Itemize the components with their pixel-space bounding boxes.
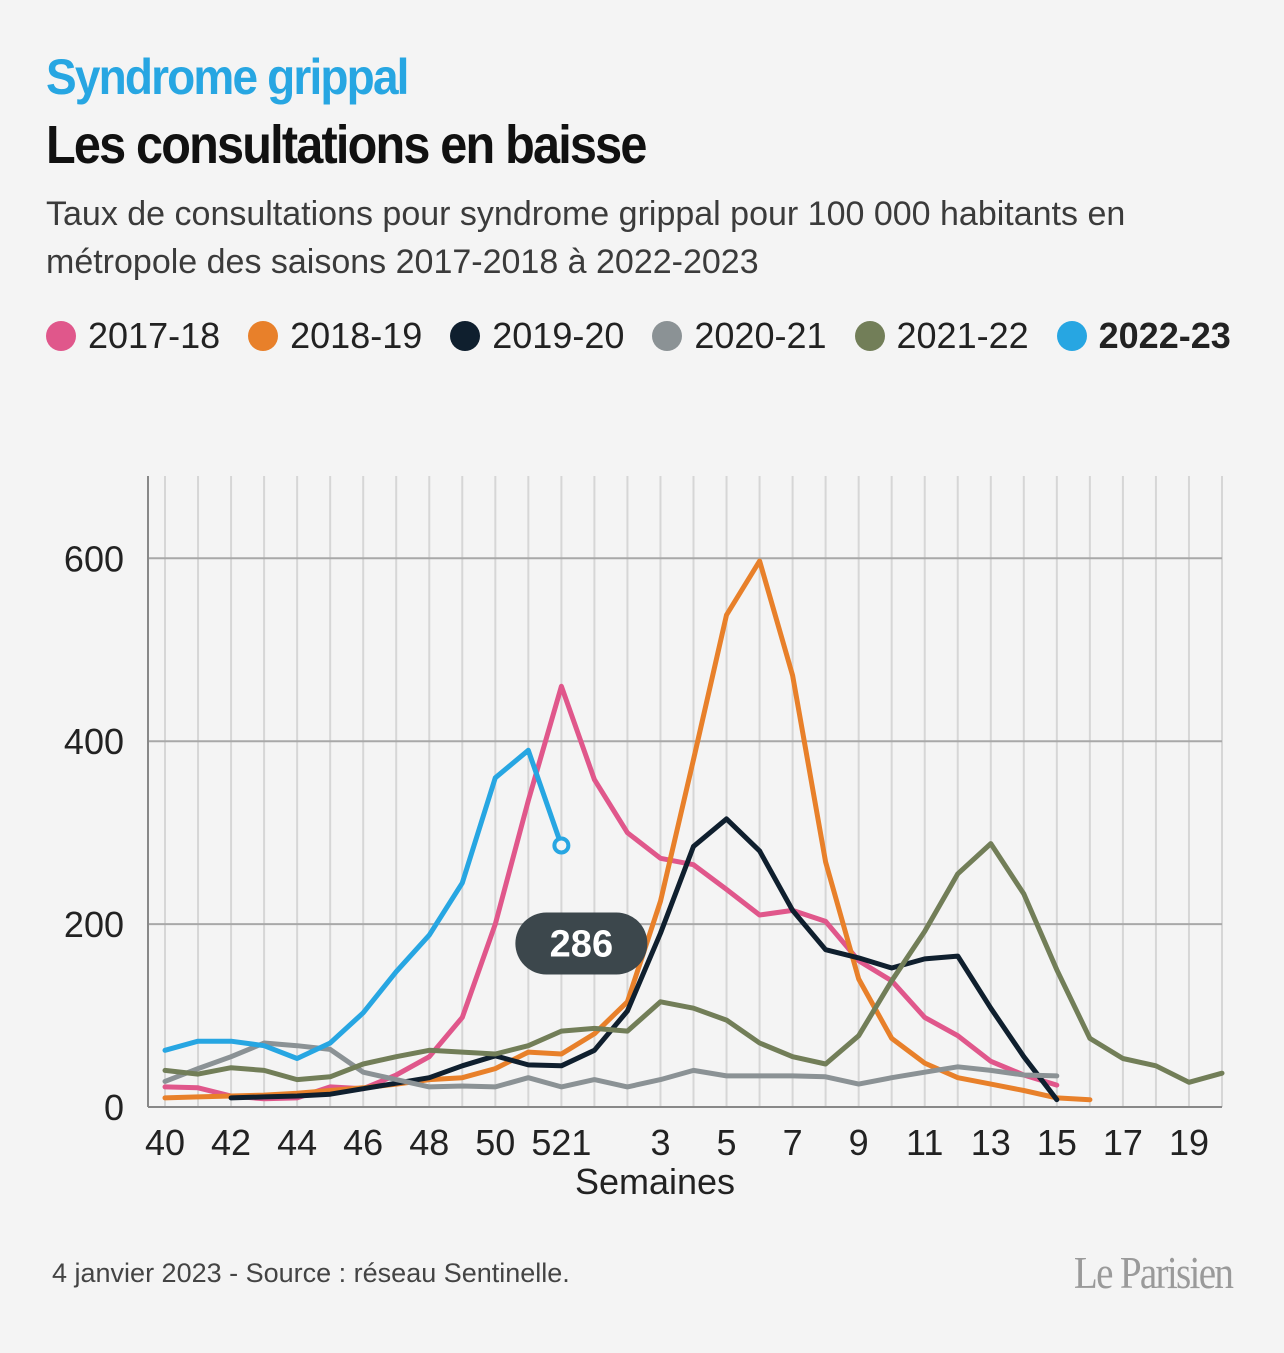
legend-item-2020-21: 2020-21	[652, 315, 827, 357]
x-tick-label: 3	[650, 1122, 670, 1163]
legend-swatch-2017-18	[46, 321, 76, 351]
x-tick-label: 521	[531, 1122, 591, 1163]
last-point-marker	[552, 836, 571, 855]
legend-swatch-2020-21	[652, 321, 683, 351]
legend-label-2020-21: 2020-21	[694, 315, 827, 356]
x-tick-label: 50	[475, 1122, 515, 1163]
legend-item-2017-18: 2017-18	[46, 315, 220, 357]
x-tick-label: 13	[971, 1122, 1011, 1163]
x-tick-label: 46	[343, 1122, 383, 1163]
legend-swatch-2018-19	[248, 321, 279, 351]
chart-title: Les consultations en baisse	[46, 115, 647, 175]
x-tick-label: 7	[783, 1122, 803, 1163]
legend-item-2022-23: 2022-23	[1056, 315, 1231, 357]
x-tick-label: 17	[1103, 1122, 1143, 1163]
legend-swatch-2019-20	[450, 321, 481, 351]
publisher-logo: Le Parisien	[1073, 1247, 1234, 1298]
legend-swatch-2022-23	[1056, 321, 1087, 351]
y-tick-label: 400	[64, 721, 124, 762]
legend: 2017-18 2018-19 2019-20 2020-21 2021-22 …	[46, 315, 1246, 357]
x-tick-label: 44	[277, 1122, 317, 1163]
legend-label-2022-23: 2022-23	[1098, 315, 1231, 356]
legend-swatch-2021-22	[854, 321, 885, 351]
legend-label-2021-22: 2021-22	[896, 315, 1029, 356]
x-tick-label: 42	[211, 1122, 251, 1163]
chart-kicker: Syndrome grippal	[46, 49, 409, 105]
x-tick-label: 19	[1169, 1122, 1209, 1163]
series-line-2017-18	[162, 683, 1060, 1102]
x-tick-label: 11	[906, 1122, 943, 1163]
legend-label-2017-18: 2017-18	[88, 315, 221, 356]
x-tick-label: 5	[717, 1122, 737, 1163]
x-tick-label: 48	[409, 1122, 449, 1163]
series-line-2020-21	[162, 1040, 1060, 1090]
legend-item-2021-22: 2021-22	[854, 315, 1029, 357]
value-callout-label: 286	[550, 923, 613, 965]
x-tick-label: 15	[1037, 1122, 1077, 1163]
series-line-2022-23	[162, 747, 564, 1061]
series-line-2019-20	[228, 816, 1060, 1103]
y-tick-label: 200	[64, 904, 124, 945]
value-callout	[515, 912, 648, 975]
source-note: 4 janvier 2023 - Source : réseau Sentine…	[52, 1258, 570, 1288]
x-tick-label: 9	[849, 1122, 869, 1163]
chart-subtitle: Taux de consultations pour syndrome grip…	[46, 195, 1126, 281]
y-tick-label: 0	[104, 1087, 124, 1128]
x-axis-label: Semaines	[575, 1161, 735, 1202]
legend-item-2019-20: 2019-20	[450, 315, 624, 357]
legend-item-2018-19: 2018-19	[248, 315, 422, 357]
x-tick-label: 40	[145, 1122, 185, 1163]
legend-label-2019-20: 2019-20	[492, 315, 625, 356]
series-line-2021-22	[162, 841, 1225, 1085]
y-tick-label: 600	[64, 538, 124, 579]
legend-label-2018-19: 2018-19	[290, 315, 423, 356]
line-chart: 0 200 400 600 40 42 44 46 48 50 521 3 5 7 9 11 13 15 17 19 S…	[64, 476, 1225, 1202]
